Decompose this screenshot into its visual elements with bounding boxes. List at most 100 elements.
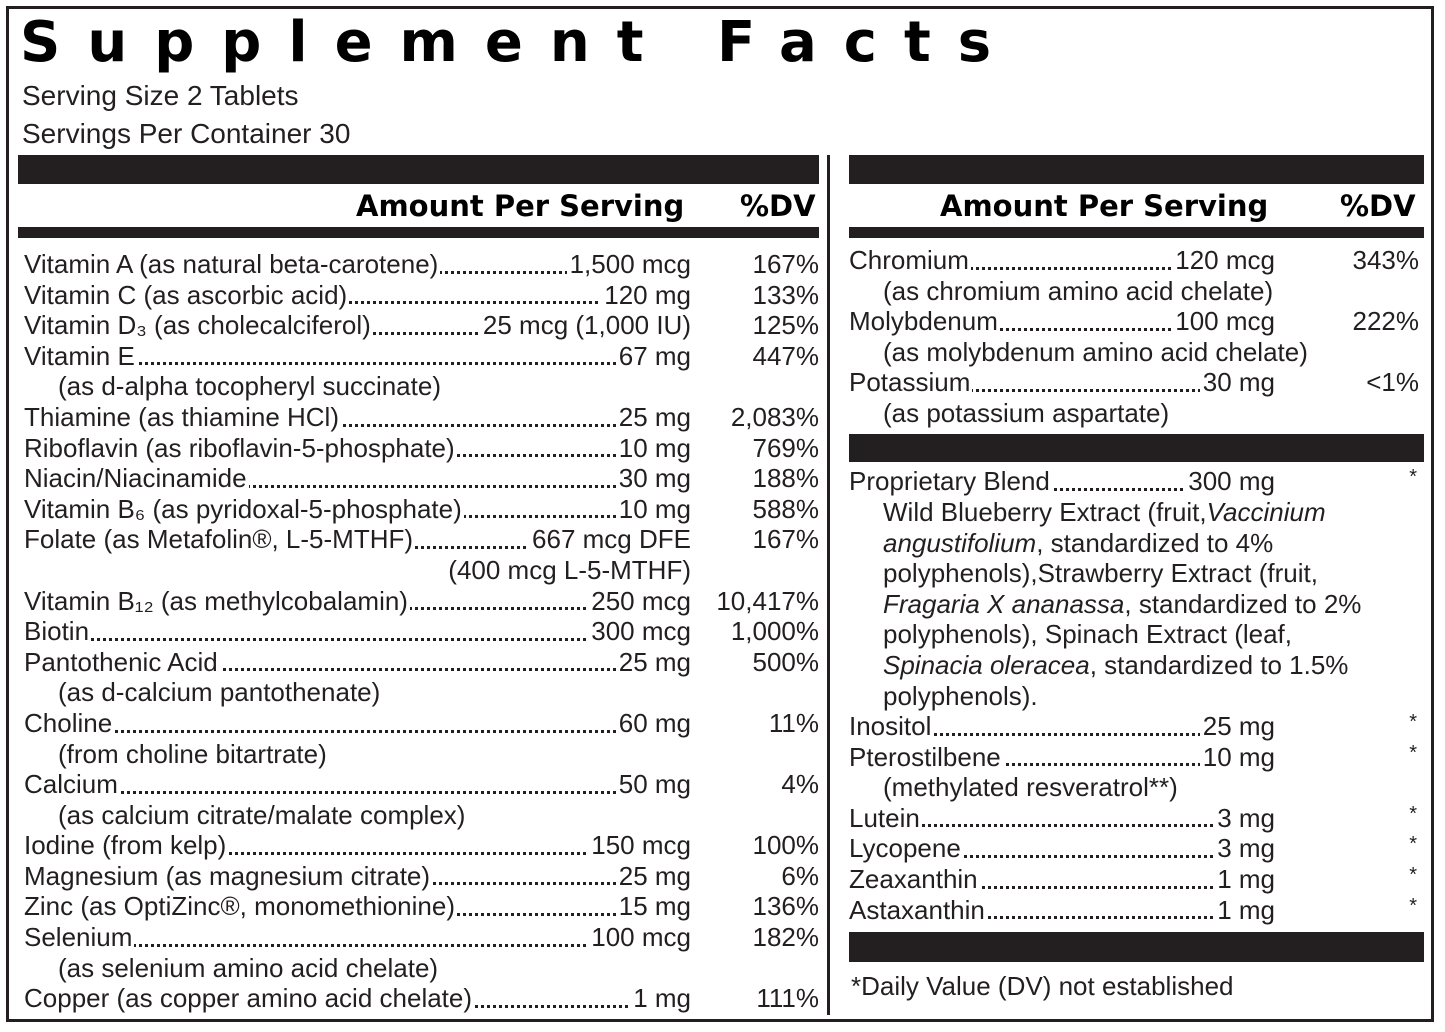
nutrient-amount: 30 mg [1199, 367, 1275, 398]
nutrient-amount: 67 mg [615, 340, 691, 372]
label-title: Supplement Facts [20, 10, 1019, 75]
dot-leader [849, 885, 1269, 889]
nutrient-name: Selenium [24, 922, 135, 953]
nutrient-dv: 6% [781, 860, 819, 891]
nutrient-dv: * [1409, 863, 1417, 886]
nutrient-amount: 120 mg [601, 279, 691, 311]
right-nutrient-list-bottom: Inositol 25 mg * Pterostilbene 10 mg * (methyl… [849, 711, 1419, 926]
column-divider [827, 155, 830, 1015]
nutrient-row: Pantothenic Acid 25 mg 500% [24, 646, 819, 678]
blend-line: angustifolium, standardized to 4% [883, 528, 1361, 559]
nutrient-name: Vitamin E [24, 340, 137, 372]
right-header-rule [849, 227, 1424, 238]
nutrient-row: Magnesium (as magnesium citrate) 25 mg 6% [24, 860, 819, 892]
nutrient-name: Astaxanthin [849, 894, 987, 926]
nutrient-dv: 133% [752, 279, 820, 310]
dot-leader [849, 854, 1269, 858]
nutrient-dv: * [1409, 802, 1417, 825]
nutrient-dv: 11% [768, 707, 819, 738]
nutrient-source: (as selenium amino acid chelate) [58, 952, 439, 983]
blend-line: Spinacia oleracea, standardized to 1.5% [883, 650, 1361, 681]
dot-leader [24, 943, 684, 947]
nutrient-row: Zinc (as OptiZinc®, monomethionine) 15 mg… [24, 891, 820, 923]
nutrient-amount: 120 mcg [1172, 245, 1275, 276]
nutrient-source: (400 mcg L-5-MTHF) [448, 554, 691, 585]
nutrient-dv: 343% [1352, 245, 1420, 275]
nutrient-amount: 10 mg [1199, 741, 1275, 773]
nutrient-amount: 667 mcg DFE [529, 524, 691, 555]
nutrient-name: Vitamin D₃ (as cholecalciferol) [24, 310, 373, 341]
right-thick-bar-bottom [849, 932, 1424, 962]
blend-text: angustifolium [883, 527, 1037, 558]
dot-leader [24, 668, 684, 672]
nutrient-dv: 125% [752, 310, 820, 341]
nutrient-name: Potassium [849, 367, 973, 398]
nutrient-name: Folate (as Metafolin®, L-5-MTHF) [24, 524, 416, 555]
dot-leader [849, 266, 1269, 270]
nutrient-row: Vitamin C (as ascorbic acid) 120 mg 133% [24, 279, 820, 311]
dot-leader [24, 729, 684, 733]
nutrient-row: Vitamin B₆ (as pyridoxal-5-phosphate) 10 … [24, 493, 819, 525]
nutrient-name: Biotin [24, 616, 92, 647]
right-thick-bar-mid [849, 434, 1424, 462]
nutrient-row: Vitamin A (as natural beta-carotene) 1,50… [24, 249, 819, 280]
nutrient-dv: * [1409, 894, 1417, 917]
nutrient-amount: 150 mcg [588, 830, 691, 861]
nutrient-row: Potassium 30 mg <1% [849, 367, 1419, 398]
nutrient-name: Niacin/Niacinamide [24, 463, 249, 494]
nutrient-row: Riboflavin (as riboflavin-5-phosphate) 10… [24, 432, 820, 464]
nutrient-row: Thiamine (as thiamine HCl) 25 mg 2,083% [24, 401, 819, 433]
dot-leader [849, 732, 1269, 736]
nutrient-dv: * [1409, 833, 1417, 856]
nutrient-row: Lycopene 3 mg * [849, 833, 1419, 864]
dot-leader [24, 423, 684, 427]
nutrient-dv: 188% [752, 463, 820, 494]
nutrient-dv: 111% [756, 983, 819, 1014]
dot-leader [24, 790, 684, 794]
nutrient-name: Lutein [849, 802, 922, 834]
nutrient-amount: 60 mg [615, 707, 691, 739]
blend-line: polyphenols). [883, 681, 1361, 712]
nutrient-dv: 167% [752, 524, 820, 555]
nutrient-dv: 100% [752, 830, 820, 861]
nutrient-name: Iodine (from kelp) [24, 830, 229, 861]
proprietary-blend-row: Proprietary Blend 300 mg * [849, 466, 1419, 497]
nutrient-amount: 100 mcg [1172, 306, 1275, 337]
nutrient-source: (as d-calcium pantothenate) [58, 677, 381, 708]
nutrient-source: (from choline bitartrate) [58, 738, 327, 769]
nutrient-row: Calcium 50 mg 4% [24, 769, 819, 800]
servings-per-container: Servings Per Container 30 [22, 118, 351, 149]
nutrient-dv: 769% [752, 432, 820, 463]
nutrient-row: Folate (as Metafolin®, L-5-MTHF) 667 mcg … [24, 524, 819, 555]
dot-leader [24, 851, 684, 855]
right-nutrient-list-top: Chromium 120 mcg 343% (as chromium amino ac… [849, 245, 1419, 429]
nutrient-name: Choline [24, 707, 115, 739]
footnote: *Daily Value (DV) not established [851, 971, 1234, 1001]
nutrient-row: Inositol 25 mg * [849, 711, 1419, 742]
nutrient-row: Niacin/Niacinamide 30 mg 188% [24, 463, 819, 494]
left-amount-header: Amount Per Serving [356, 189, 685, 223]
nutrient-row: Vitamin E 67 mg 447% [24, 340, 819, 372]
nutrient-row: Iodine (from kelp) 150 mcg 100% [24, 830, 819, 861]
nutrient-dv: * [1409, 711, 1417, 733]
nutrient-dv: 136% [752, 891, 820, 922]
nutrient-source: (as molybdenum amino acid chelate) [883, 336, 1308, 367]
nutrient-source: (as d-alpha tocopheryl succinate) [58, 371, 441, 402]
nutrient-source: (as chromium amino acid chelate) [883, 275, 1274, 306]
nutrient-row: Molybdenum 100 mcg 222% [849, 306, 1419, 337]
dot-leader [849, 763, 1269, 767]
nutrient-name: Vitamin A (as natural beta-carotene) [24, 249, 441, 280]
blend-text: Spinacia oleracea [883, 649, 1090, 680]
nutrient-name: Lycopene [849, 833, 963, 864]
nutrient-name: Inositol [849, 711, 934, 742]
blend-text: Fragaria X ananassa [883, 588, 1125, 619]
nutrient-source: (as potassium aspartate) [883, 397, 1170, 428]
blend-name: Proprietary Blend [849, 466, 1052, 497]
nutrient-row: Pterostilbene 10 mg * [849, 741, 1419, 773]
nutrient-name: Copper (as copper amino acid chelate) [24, 983, 475, 1014]
nutrient-dv: 2,083% [730, 401, 819, 432]
nutrient-dv: 182% [752, 922, 820, 953]
nutrient-amount: 25 mg [615, 860, 691, 892]
nutrient-name: Molybdenum [849, 306, 1000, 337]
dot-leader [24, 484, 684, 488]
